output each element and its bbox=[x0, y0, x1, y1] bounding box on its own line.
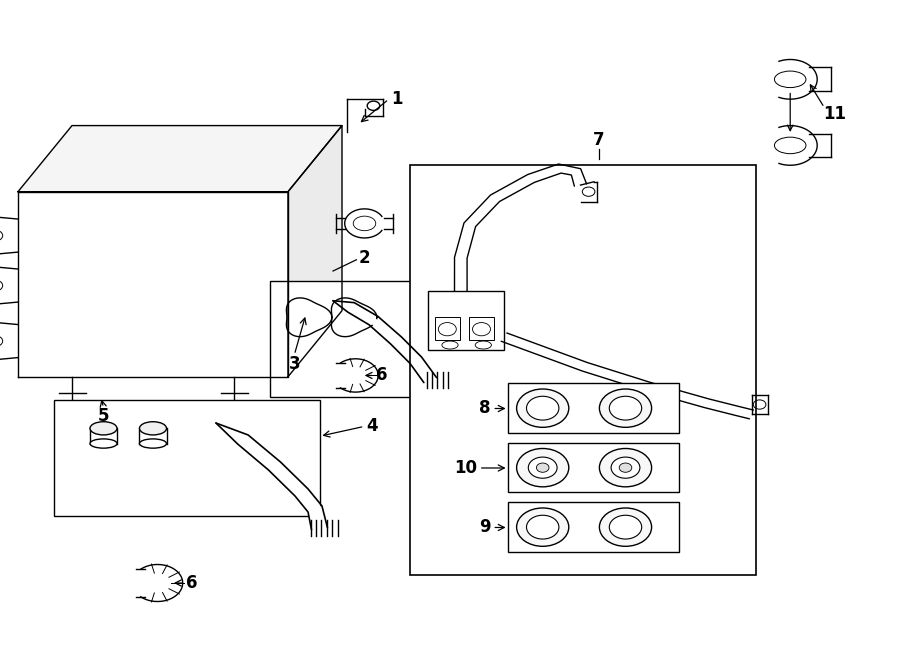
FancyBboxPatch shape bbox=[410, 165, 756, 575]
Ellipse shape bbox=[609, 396, 642, 420]
FancyBboxPatch shape bbox=[428, 291, 504, 350]
Text: 6: 6 bbox=[376, 366, 388, 385]
Ellipse shape bbox=[526, 396, 559, 420]
FancyBboxPatch shape bbox=[508, 443, 680, 492]
Polygon shape bbox=[288, 126, 342, 377]
Ellipse shape bbox=[140, 439, 166, 448]
Text: 5: 5 bbox=[98, 407, 109, 426]
FancyBboxPatch shape bbox=[270, 281, 436, 397]
Ellipse shape bbox=[611, 457, 640, 479]
Ellipse shape bbox=[599, 389, 652, 428]
Text: 2: 2 bbox=[358, 249, 370, 267]
Ellipse shape bbox=[140, 422, 166, 435]
Text: 6: 6 bbox=[186, 574, 198, 592]
Text: 3: 3 bbox=[289, 354, 300, 373]
Text: 9: 9 bbox=[479, 518, 490, 537]
Text: 7: 7 bbox=[593, 131, 604, 149]
Text: 4: 4 bbox=[366, 417, 378, 436]
Text: 11: 11 bbox=[824, 104, 847, 123]
Ellipse shape bbox=[517, 389, 569, 428]
Polygon shape bbox=[18, 192, 288, 377]
Ellipse shape bbox=[599, 508, 652, 546]
FancyBboxPatch shape bbox=[54, 400, 320, 516]
FancyBboxPatch shape bbox=[508, 502, 680, 552]
Ellipse shape bbox=[619, 463, 632, 472]
Ellipse shape bbox=[536, 463, 549, 472]
FancyBboxPatch shape bbox=[508, 383, 680, 433]
Ellipse shape bbox=[599, 448, 652, 486]
Ellipse shape bbox=[517, 448, 569, 486]
FancyBboxPatch shape bbox=[469, 317, 494, 340]
FancyBboxPatch shape bbox=[435, 317, 460, 340]
Text: 1: 1 bbox=[392, 90, 403, 108]
Ellipse shape bbox=[609, 516, 642, 539]
Ellipse shape bbox=[526, 516, 559, 539]
Polygon shape bbox=[18, 126, 342, 192]
Ellipse shape bbox=[90, 439, 117, 448]
Text: 10: 10 bbox=[454, 459, 477, 477]
Text: 8: 8 bbox=[479, 399, 490, 418]
Ellipse shape bbox=[528, 457, 557, 479]
Ellipse shape bbox=[517, 508, 569, 546]
Ellipse shape bbox=[90, 422, 117, 435]
